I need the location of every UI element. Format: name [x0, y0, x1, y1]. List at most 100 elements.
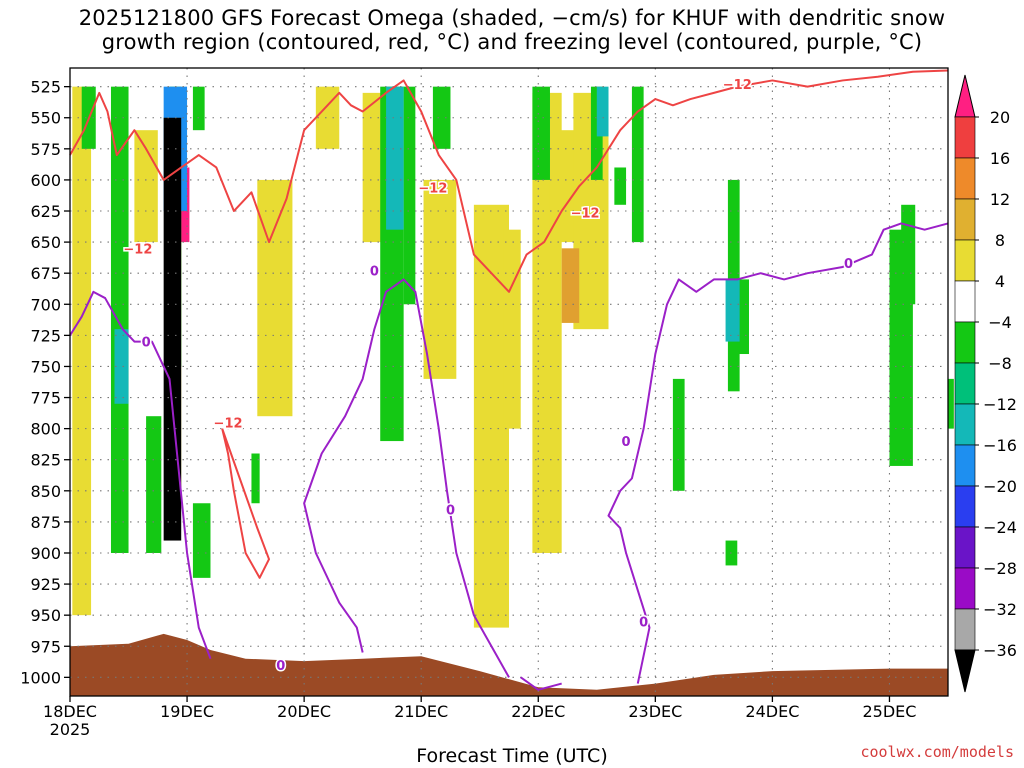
colorbar-label: −28 [983, 559, 1017, 578]
y-tick-label: 525 [30, 78, 61, 97]
contour-line [69, 290, 212, 660]
contour-label: −12 [214, 416, 243, 431]
omega-shade-cell [432, 86, 451, 149]
omega-shade-cell [725, 279, 740, 342]
contour-label: 0 [622, 435, 631, 450]
colorbar-swatch [954, 444, 976, 487]
terrain-fill [70, 633, 948, 696]
y-tick-label: 1000 [20, 668, 61, 687]
y-tick-label: 725 [30, 326, 61, 345]
omega-shade-cell [532, 86, 550, 180]
chart-title-line1: 2025121800 GFS Forecast Omega (shaded, −… [78, 6, 946, 30]
site-credit: coolwx.com/models [860, 743, 1014, 761]
y-tick-label: 800 [30, 420, 61, 439]
x-tick-label: 19DEC [160, 702, 214, 721]
colorbar-label: 12 [990, 190, 1010, 209]
x-tick-label: 21DEC [394, 702, 448, 721]
plot-frame [69, 67, 949, 697]
contour-label: −12 [123, 242, 152, 257]
x-tick-sublabel: 2025 [50, 720, 91, 739]
omega-shade-cell [192, 86, 205, 131]
y-tick-label: 675 [30, 264, 61, 283]
y-tick-label: 600 [30, 171, 61, 190]
y-tick-label: 575 [30, 140, 61, 159]
omega-shade-cell [386, 86, 404, 230]
y-tick-label: 975 [30, 637, 61, 656]
x-axis-title: Forecast Time (UTC) [416, 745, 608, 767]
omega-shade-cell [672, 378, 685, 491]
contour-line [607, 222, 949, 684]
omega-shade-cell [114, 329, 129, 404]
contour-label: 0 [370, 265, 379, 280]
contour-label: 0 [639, 615, 648, 630]
omega-shade-cell [561, 248, 580, 323]
colorbar-top-arrow [954, 74, 976, 118]
omega-shade-cell [423, 179, 457, 379]
colorbar-swatch [954, 239, 976, 282]
colorbar-swatch [954, 608, 976, 651]
omega-shade-cell [72, 86, 92, 616]
x-tick-label: 20DEC [277, 702, 331, 721]
contour-line [69, 69, 949, 293]
omega-shade-cell [192, 503, 211, 578]
y-tick-label: 650 [30, 233, 61, 252]
colorbar-bottom-arrow [954, 649, 976, 693]
colorbar-label: −16 [983, 436, 1017, 455]
contour-line [520, 676, 562, 691]
colorbar-label: 16 [990, 149, 1010, 168]
colorbar-label: −32 [983, 600, 1017, 619]
omega-shade-cell [403, 86, 416, 305]
x-tick-label: 24DEC [745, 702, 799, 721]
colorbar-label: −24 [983, 518, 1017, 537]
omega-shade-cell [631, 86, 644, 243]
omega-shade-cell [503, 229, 521, 429]
contour-label: −12 [723, 78, 752, 93]
colorbar-label: −12 [983, 395, 1017, 414]
x-tick-label: 22DEC [511, 702, 565, 721]
y-tick-label: 925 [30, 575, 61, 594]
omega-shade-cell [614, 167, 627, 205]
contour-label: 0 [446, 503, 455, 518]
colorbar-swatch [954, 321, 976, 364]
omega-shade-cell [251, 453, 260, 504]
colorbar-label: 8 [995, 231, 1005, 250]
colorbar-swatch [954, 567, 976, 610]
y-tick-label: 850 [30, 482, 61, 501]
omega-shade-cell [737, 279, 749, 355]
omega-shade-cell [901, 204, 916, 305]
omega-shade-cell [596, 86, 609, 137]
y-tick-label: 875 [30, 513, 61, 532]
y-tick-label: 950 [30, 606, 61, 625]
x-tick-label: 23DEC [628, 702, 682, 721]
colorbar-swatch [954, 403, 976, 446]
y-tick-label: 775 [30, 389, 61, 408]
contour-line [221, 428, 271, 579]
colorbar-swatch [954, 485, 976, 528]
omega-shade-cell [110, 86, 129, 553]
colorbar-swatch [954, 157, 976, 200]
y-tick-label: 700 [30, 295, 61, 314]
omega-shade-cell [315, 86, 340, 149]
y-tick-label: 825 [30, 451, 61, 470]
contour-label: −12 [571, 206, 600, 221]
y-tick-label: 625 [30, 202, 61, 221]
omega-shade-cell [146, 416, 162, 553]
y-tick-label: 550 [30, 109, 61, 128]
x-tick-label: 18DEC [43, 702, 97, 721]
omega-shade-cell [163, 117, 182, 541]
colorbar-swatch [954, 526, 976, 569]
chart-title: 2025121800 GFS Forecast Omega (shaded, −… [0, 6, 1024, 54]
colorbar-label: −4 [988, 313, 1012, 332]
contour-label: 0 [142, 336, 151, 351]
contour-label: 0 [844, 257, 853, 272]
y-tick-label: 750 [30, 357, 61, 376]
colorbar-swatch [954, 198, 976, 241]
colorbar-swatch [954, 280, 976, 323]
omega-shade-cell [948, 378, 954, 429]
x-tick-label: 25DEC [862, 702, 916, 721]
colorbar-swatch [954, 116, 976, 159]
y-tick-label: 900 [30, 544, 61, 563]
chart-title-line2: growth region (contoured, red, °C) and f… [101, 30, 923, 54]
omega-shade-cell [257, 179, 293, 417]
